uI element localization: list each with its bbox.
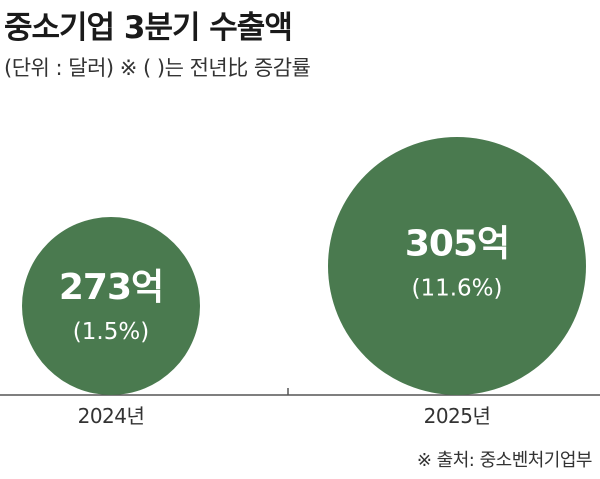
chart-title: 중소기업 3분기 수출액	[4, 10, 293, 46]
source-note: ※ 출처: 중소벤처기업부	[416, 450, 593, 471]
change-label-2024: (1.5%)	[73, 319, 149, 345]
value-label-2025: 305억	[405, 224, 509, 265]
chart-subtitle: (단위 : 달러) ※ ( )는 전년比 증감률	[4, 56, 311, 80]
category-label-2024: 2024년	[78, 404, 145, 428]
category-label-2025: 2025년	[424, 404, 491, 428]
bubble-2025	[328, 137, 586, 395]
value-label-2024: 273억	[59, 267, 163, 308]
bubble-2024	[22, 217, 200, 395]
change-label-2025: (11.6%)	[411, 276, 502, 302]
